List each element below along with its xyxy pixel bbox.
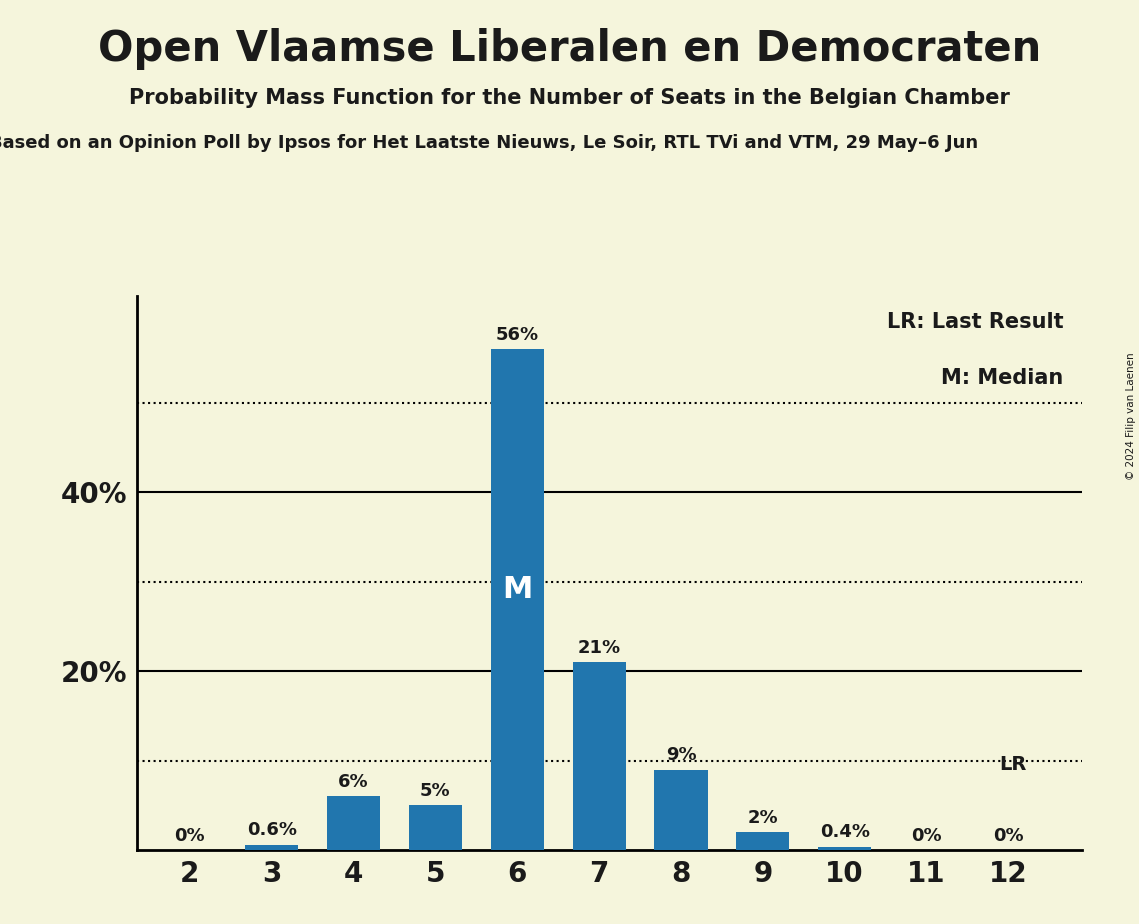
- Text: 6%: 6%: [338, 773, 369, 791]
- Text: 0%: 0%: [911, 827, 942, 845]
- Text: 9%: 9%: [665, 747, 696, 764]
- Text: Probability Mass Function for the Number of Seats in the Belgian Chamber: Probability Mass Function for the Number…: [129, 88, 1010, 108]
- Text: 0.6%: 0.6%: [247, 821, 297, 839]
- Text: M: M: [502, 576, 532, 604]
- Text: 21%: 21%: [577, 638, 621, 657]
- Text: 0%: 0%: [993, 827, 1024, 845]
- Text: LR: LR: [999, 755, 1026, 774]
- Text: 2%: 2%: [747, 808, 778, 827]
- Text: M: Median: M: Median: [941, 368, 1063, 388]
- Bar: [491, 349, 544, 850]
- Text: 0.4%: 0.4%: [820, 823, 870, 841]
- Text: 5%: 5%: [420, 782, 451, 800]
- Text: Open Vlaamse Liberalen en Democraten: Open Vlaamse Liberalen en Democraten: [98, 28, 1041, 69]
- Text: 56%: 56%: [495, 326, 539, 344]
- Text: 0%: 0%: [174, 827, 205, 845]
- Bar: [573, 663, 625, 850]
- Bar: [327, 796, 380, 850]
- Bar: [818, 846, 871, 850]
- Text: LR: Last Result: LR: Last Result: [886, 312, 1063, 333]
- Bar: [736, 833, 789, 850]
- Text: Based on an Opinion Poll by Ipsos for Het Laatste Nieuws, Le Soir, RTL TVi and V: Based on an Opinion Poll by Ipsos for He…: [0, 134, 977, 152]
- Bar: [245, 845, 298, 850]
- Bar: [655, 770, 707, 850]
- Bar: [409, 806, 462, 850]
- Text: © 2024 Filip van Laenen: © 2024 Filip van Laenen: [1126, 352, 1136, 480]
